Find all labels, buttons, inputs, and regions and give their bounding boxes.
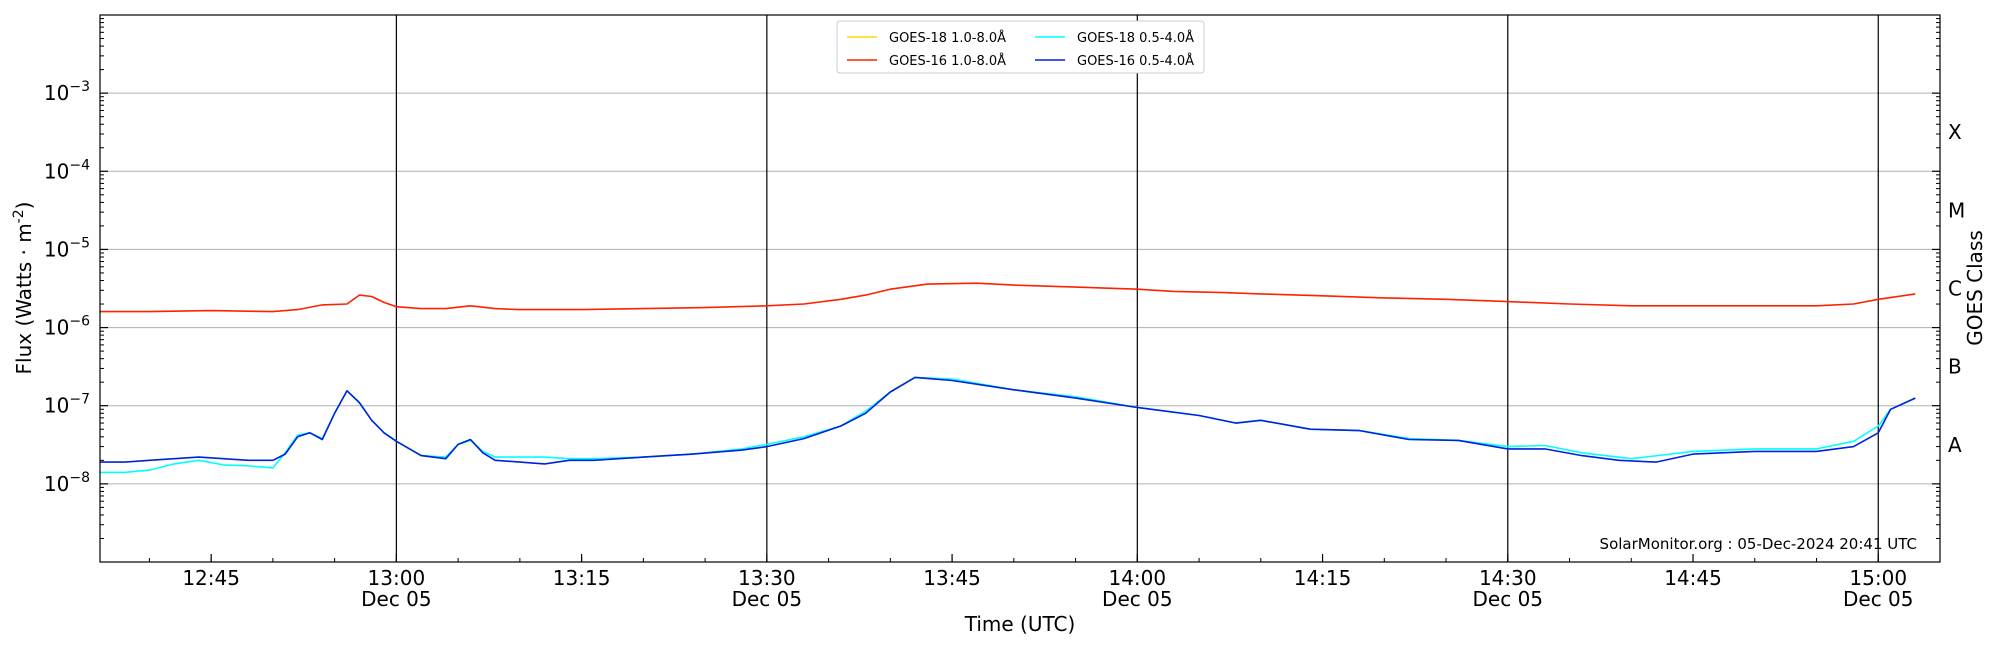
y-tick-label: 10−4 (44, 157, 90, 183)
y-tick-label-exponent: −7 (69, 392, 90, 408)
x-tick-label: 13:15 (553, 566, 611, 590)
x-tick-label: 13:45 (923, 566, 981, 590)
y-axis-label: Flux (Watts · m-2) (11, 202, 36, 375)
x-axis-label: Time (UTC) (964, 612, 1076, 636)
grid-lines (100, 92, 1940, 485)
goes-class-label: C (1948, 277, 1962, 301)
y-tick-label-base: 10 (44, 237, 69, 261)
y-tick-label-exponent: −3 (69, 79, 90, 95)
y-tick-label: 10−6 (44, 314, 90, 340)
x-tick-label: 14:45 (1664, 566, 1722, 590)
series-line (100, 376, 1916, 465)
x-tick-label: 14:15 (1294, 566, 1352, 590)
x-tick-date-label: Dec 05 (361, 587, 432, 611)
y-tick-label: 10−5 (44, 235, 90, 261)
y-tick-label: 10−7 (44, 392, 90, 418)
y-axis-label-main: Flux (Watts · m (12, 223, 36, 374)
y-tick-label-base: 10 (44, 81, 69, 105)
legend-label: GOES-18 1.0-8.0Å (889, 30, 1006, 46)
x-tick-label: 15:00 (1849, 566, 1907, 590)
y-axis-ticks: 10−810−710−610−510−410−3 (44, 18, 1940, 539)
legend: GOES-18 1.0-8.0Å GOES-16 1.0-8.0Å GOES-18 … (836, 20, 1205, 74)
y-tick-label-base: 10 (44, 394, 69, 418)
x-tick-label: 13:30 (738, 566, 796, 590)
y-tick-label-exponent: −8 (69, 470, 90, 486)
x-tick-date-label: Dec 05 (1102, 587, 1173, 611)
legend-label: GOES-18 0.5-4.0Å (1077, 30, 1194, 46)
legend-label: GOES-16 1.0-8.0Å (889, 53, 1006, 69)
x-tick-label: 12:45 (182, 566, 240, 590)
y-tick-label-base: 10 (44, 472, 69, 496)
credit-annotation: SolarMonitor.org : 05-Dec-2024 20:41 UTC (1600, 535, 1917, 553)
series-line (100, 282, 1916, 313)
y-tick-label-exponent: −6 (69, 314, 90, 330)
y-tick-label-base: 10 (44, 316, 69, 340)
x-tick-date-label: Dec 05 (732, 587, 803, 611)
plot-frame (99, 14, 1941, 563)
plot-background (100, 15, 1940, 562)
x-tick-label: 14:00 (1108, 566, 1166, 590)
right-axis-label: GOES Class (1963, 230, 1987, 346)
y-axis-label-close: ) (12, 202, 36, 210)
legend-box (836, 20, 1205, 74)
y-tick-label-exponent: −4 (69, 157, 90, 173)
y-tick-label-exponent: −5 (69, 235, 90, 251)
y-tick-label: 10−8 (44, 470, 90, 496)
x-tick-label: 13:00 (368, 566, 426, 590)
series-lines (100, 282, 1916, 474)
x-tick-label: 14:30 (1479, 566, 1537, 590)
x-tick-date-label: Dec 05 (1473, 587, 1544, 611)
y-tick-label: 10−3 (44, 79, 90, 105)
goes-class-label: B (1948, 355, 1962, 379)
goes-class-label: X (1948, 120, 1962, 144)
x-tick-date-label: Dec 05 (1843, 587, 1914, 611)
y-axis-label-exponent: -2 (11, 209, 27, 223)
legend-label: GOES-16 0.5-4.0Å (1077, 53, 1194, 69)
goes-class-labels: A B C M X (1948, 120, 1965, 457)
goes-class-label: A (1948, 433, 1962, 457)
goes-class-label: M (1948, 198, 1965, 222)
y-tick-label-base: 10 (44, 159, 69, 183)
